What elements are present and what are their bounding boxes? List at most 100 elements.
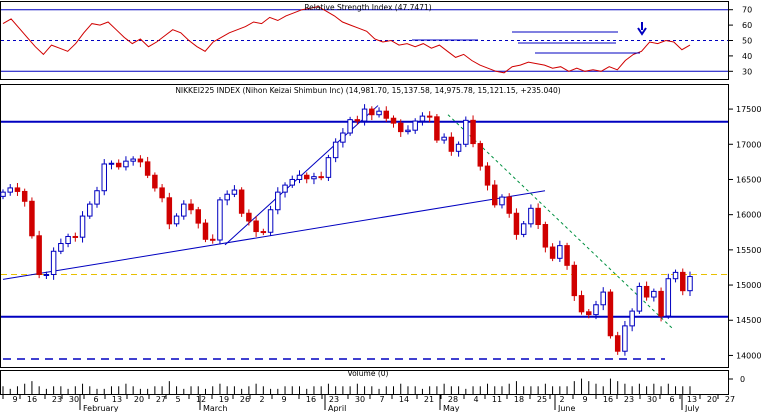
- candle: [528, 204, 534, 228]
- candle: [520, 220, 527, 238]
- candle: [376, 107, 382, 118]
- candle: [282, 182, 288, 198]
- x-month-label: April: [328, 404, 346, 412]
- candle: [499, 194, 505, 209]
- candle: [347, 116, 353, 136]
- x-day-label: 20: [707, 395, 717, 404]
- candle: [188, 199, 194, 215]
- candle: [542, 221, 549, 253]
- x-day-label: 16: [306, 395, 316, 404]
- candle: [470, 115, 476, 148]
- rsi-panel: 30 40 50 60 70: [1, 6, 752, 76]
- rsi-y-tick-label: 60: [742, 21, 752, 30]
- candle: [419, 112, 426, 126]
- candle: [340, 128, 346, 148]
- x-day-label: 16: [27, 395, 37, 404]
- volume-title: Volume (0): [348, 369, 389, 378]
- candle: [202, 219, 209, 243]
- candle: [144, 156, 151, 179]
- candle: [535, 203, 541, 230]
- candle: [477, 140, 484, 171]
- candle: [586, 308, 592, 319]
- price-y-tick-label: 15000: [736, 281, 761, 290]
- candle: [209, 234, 216, 244]
- candle: [108, 160, 115, 170]
- candle: [325, 154, 332, 182]
- candle: [484, 162, 491, 191]
- candle: [311, 172, 317, 185]
- candle: [513, 208, 520, 240]
- candle: [571, 261, 578, 301]
- x-day-label: 20: [134, 395, 144, 404]
- x-month-label: July: [684, 404, 700, 412]
- volume-panel: 0: [2, 375, 745, 394]
- candle: [687, 271, 693, 297]
- x-day-label: 27: [156, 395, 166, 404]
- x-day-label: 5: [175, 395, 180, 404]
- x-day-label: 9: [12, 395, 17, 404]
- candle: [246, 209, 252, 226]
- price-panel: 14000 14500 15000 15500 16000 16500 17000 17500: [0, 104, 761, 360]
- price-y-tick-label: 17000: [736, 140, 761, 149]
- candle: [195, 206, 201, 229]
- x-day-label: 9: [582, 395, 587, 404]
- candle: [79, 211, 86, 243]
- x-day-label: 16: [603, 395, 613, 404]
- candle: [578, 290, 585, 315]
- x-day-label: 18: [514, 395, 524, 404]
- candle: [36, 230, 42, 279]
- candle: [564, 242, 570, 270]
- price-y-tick-label: 15500: [736, 246, 761, 255]
- candle: [0, 189, 6, 200]
- candle: [87, 201, 93, 219]
- x-day-label: 19: [219, 395, 229, 404]
- candle: [224, 190, 230, 206]
- price-y-tick-label: 16500: [736, 175, 761, 184]
- rsi-title: Relative Strength Index (47.7471): [304, 3, 431, 12]
- x-day-label: 23: [52, 395, 62, 404]
- candle: [448, 132, 455, 156]
- x-day-label: 25: [537, 395, 547, 404]
- candle: [123, 156, 129, 171]
- candle: [115, 159, 122, 170]
- candle: [296, 170, 303, 184]
- candle: [549, 243, 556, 262]
- candle: [658, 287, 664, 322]
- candle: [231, 185, 238, 198]
- candle: [426, 111, 433, 123]
- x-month-label: May: [443, 404, 460, 412]
- candle: [397, 119, 404, 137]
- candle: [303, 172, 310, 184]
- candle: [672, 269, 679, 283]
- x-day-label: 11: [492, 395, 502, 404]
- rsi-y-tick-label: 40: [742, 52, 752, 61]
- x-day-label: 9: [281, 395, 286, 404]
- x-day-label: 23: [624, 395, 634, 404]
- x-day-label: 2: [259, 395, 264, 404]
- candle: [29, 197, 35, 239]
- volume-panel-frame: [0, 370, 729, 395]
- candle: [622, 320, 628, 356]
- x-day-label: 13: [112, 395, 122, 404]
- candle: [275, 187, 281, 215]
- price-y-tick-label: 16000: [736, 211, 761, 220]
- candle: [629, 308, 635, 332]
- x-day-label: 6: [669, 395, 674, 404]
- candle: [607, 289, 614, 339]
- candle: [166, 192, 173, 230]
- candle: [455, 141, 462, 157]
- candle: [369, 106, 375, 121]
- candle: [130, 156, 136, 166]
- candle: [7, 184, 13, 196]
- candle: [463, 116, 469, 148]
- price-y-tick-label: 14500: [736, 316, 761, 325]
- candle: [361, 104, 368, 126]
- panel-frames: [0, 1, 729, 395]
- x-month-label: June: [557, 404, 576, 412]
- candle: [492, 180, 498, 208]
- x-day-label: 26: [240, 395, 250, 404]
- candle: [238, 187, 245, 217]
- candle: [50, 247, 57, 280]
